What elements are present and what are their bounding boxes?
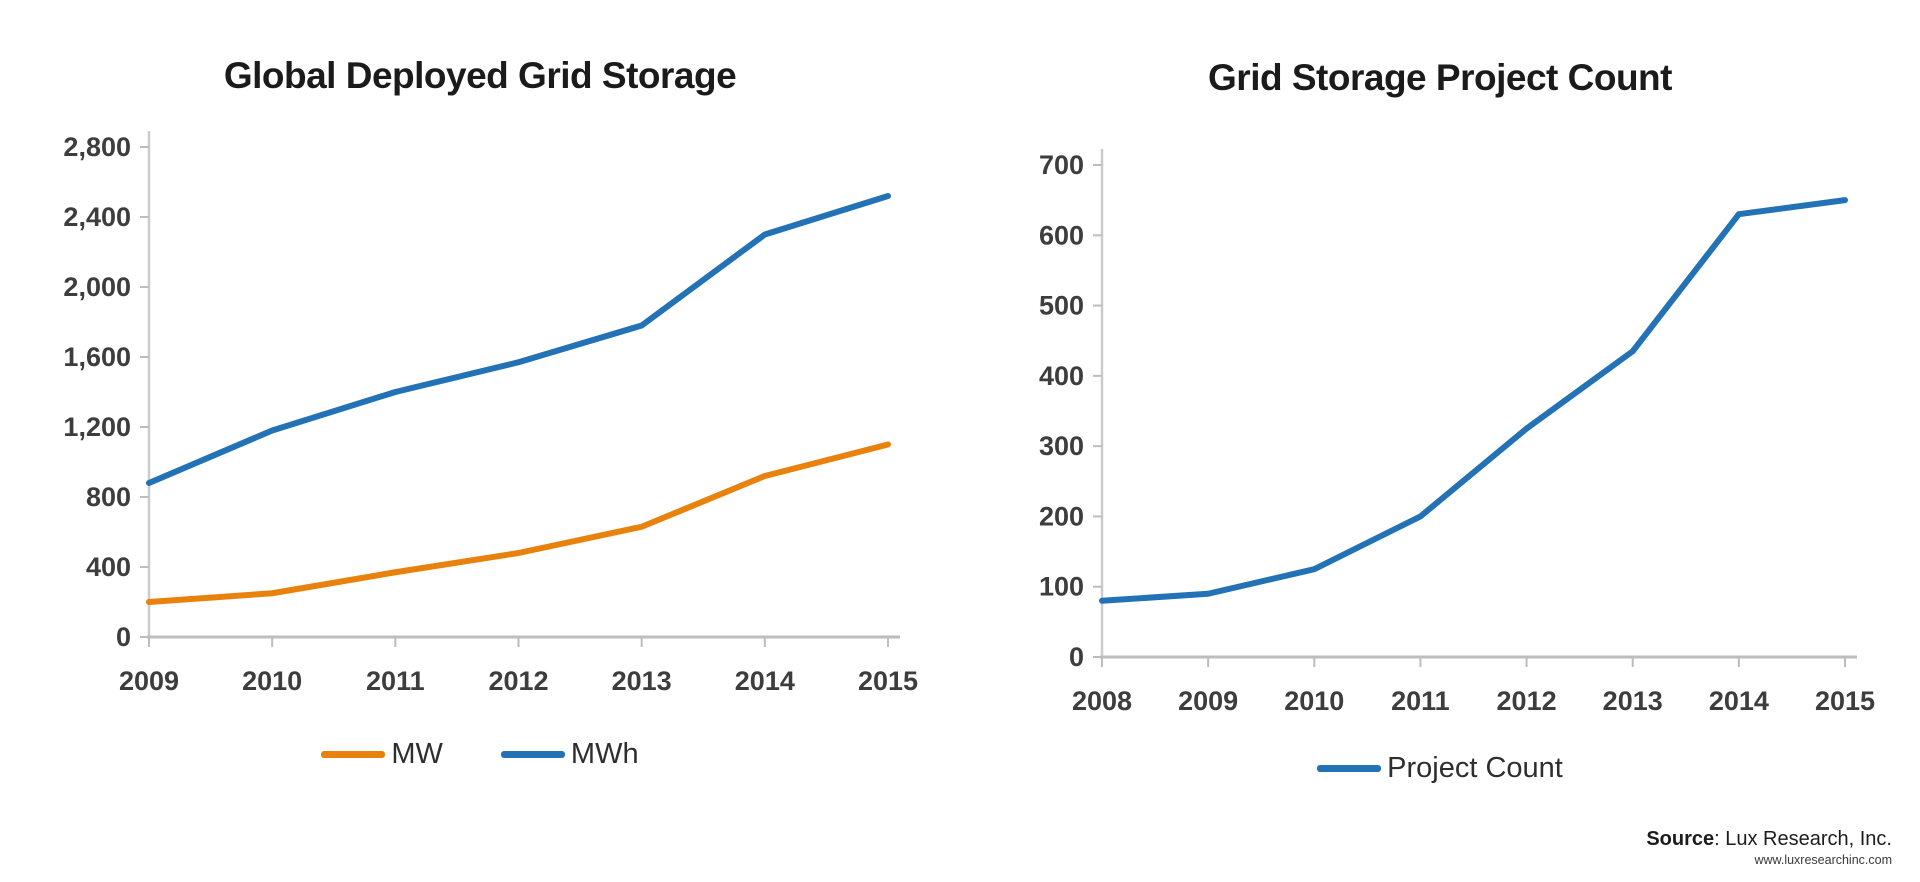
- y-tick-label: 0: [116, 622, 131, 652]
- x-tick-label: 2013: [1603, 686, 1663, 716]
- source-label: Source: [1646, 828, 1715, 850]
- y-tick-label: 600: [1039, 220, 1084, 250]
- x-tick-label: 2013: [612, 666, 672, 696]
- x-tick-label: 2011: [1391, 686, 1450, 716]
- y-tick-label: 2,400: [63, 202, 131, 232]
- x-tick-label: 2009: [1178, 686, 1238, 716]
- y-tick-label: 300: [1039, 431, 1084, 461]
- y-tick-label: 1,200: [63, 412, 131, 442]
- y-tick-label: 0: [1069, 642, 1084, 672]
- series-line-mwh: [146, 193, 891, 486]
- x-tick-label: 2015: [1815, 686, 1875, 716]
- x-tick-label: 2015: [858, 666, 918, 696]
- series-line-project-count: [1099, 197, 1848, 604]
- x-tick-label: 2010: [242, 666, 302, 696]
- y-tick-label: 800: [86, 482, 131, 512]
- x-tick-label: 2011: [366, 666, 425, 696]
- legend-item-mwh: MWh: [500, 738, 639, 771]
- project-count-series-swatch: [1317, 765, 1382, 772]
- source-line: Source: Lux Research, Inc.: [1646, 828, 1892, 851]
- legend-item-project-count: Project Count: [1317, 752, 1563, 785]
- x-tick-label: 2008: [1072, 686, 1132, 716]
- x-tick-label: 2014: [1709, 686, 1769, 716]
- source-text: : Lux Research, Inc.: [1714, 828, 1892, 850]
- y-tick-label: 400: [1039, 361, 1084, 391]
- legend-label-mwh: MWh: [570, 738, 639, 770]
- y-tick-label: 1,600: [63, 342, 131, 372]
- legend-item-mw: MW: [321, 738, 443, 771]
- chart-title-deployed-storage: Global Deployed Grid Storage: [223, 54, 737, 96]
- y-tick-label: 100: [1039, 572, 1084, 602]
- project-count-chart: 0 100 200 300 400 500 600 700 2008 2009 2010 2011 20…: [1039, 149, 1875, 716]
- legend-label-mw: MW: [391, 738, 443, 770]
- legend-label-project-count: Project Count: [1387, 752, 1563, 784]
- source-website: www.luxresearchinc.com: [1754, 853, 1892, 867]
- y-tick-label: 500: [1039, 291, 1084, 321]
- chart-panel-project-count: Grid Storage Project Count 0 100 200 300 400…: [960, 0, 1920, 882]
- source-note: Source: Lux Research, Inc. www.luxresear…: [1646, 828, 1892, 867]
- y-tick-label: 400: [86, 552, 131, 582]
- chart-title-project-count: Grid Storage Project Count: [1208, 56, 1672, 98]
- x-tick-label: 2012: [488, 666, 548, 696]
- y-tick-label: 700: [1039, 150, 1084, 180]
- x-tick-label: 2010: [1284, 686, 1344, 716]
- y-tick-label: 2,000: [63, 272, 131, 302]
- mwh-series-swatch: [500, 751, 565, 758]
- x-tick-label: 2009: [119, 666, 179, 696]
- deployed-storage-chart: 0 400 800 1,200 1,600 2,000 2,400 2,800 2009 2010…: [63, 131, 918, 696]
- y-tick-label: 200: [1039, 501, 1084, 531]
- y-tick-label: 2,800: [63, 132, 131, 162]
- legend-project-count: Project Count: [960, 752, 1920, 785]
- x-tick-label: 2012: [1497, 686, 1557, 716]
- legend-deployed-storage: MW MWh: [0, 738, 960, 771]
- series-line-mw: [146, 441, 891, 605]
- x-tick-label: 2014: [735, 666, 795, 696]
- mw-series-swatch: [321, 751, 386, 758]
- chart-panel-deployed-storage: Global Deployed Grid Storage 0 400 800 1,20…: [0, 54, 960, 771]
